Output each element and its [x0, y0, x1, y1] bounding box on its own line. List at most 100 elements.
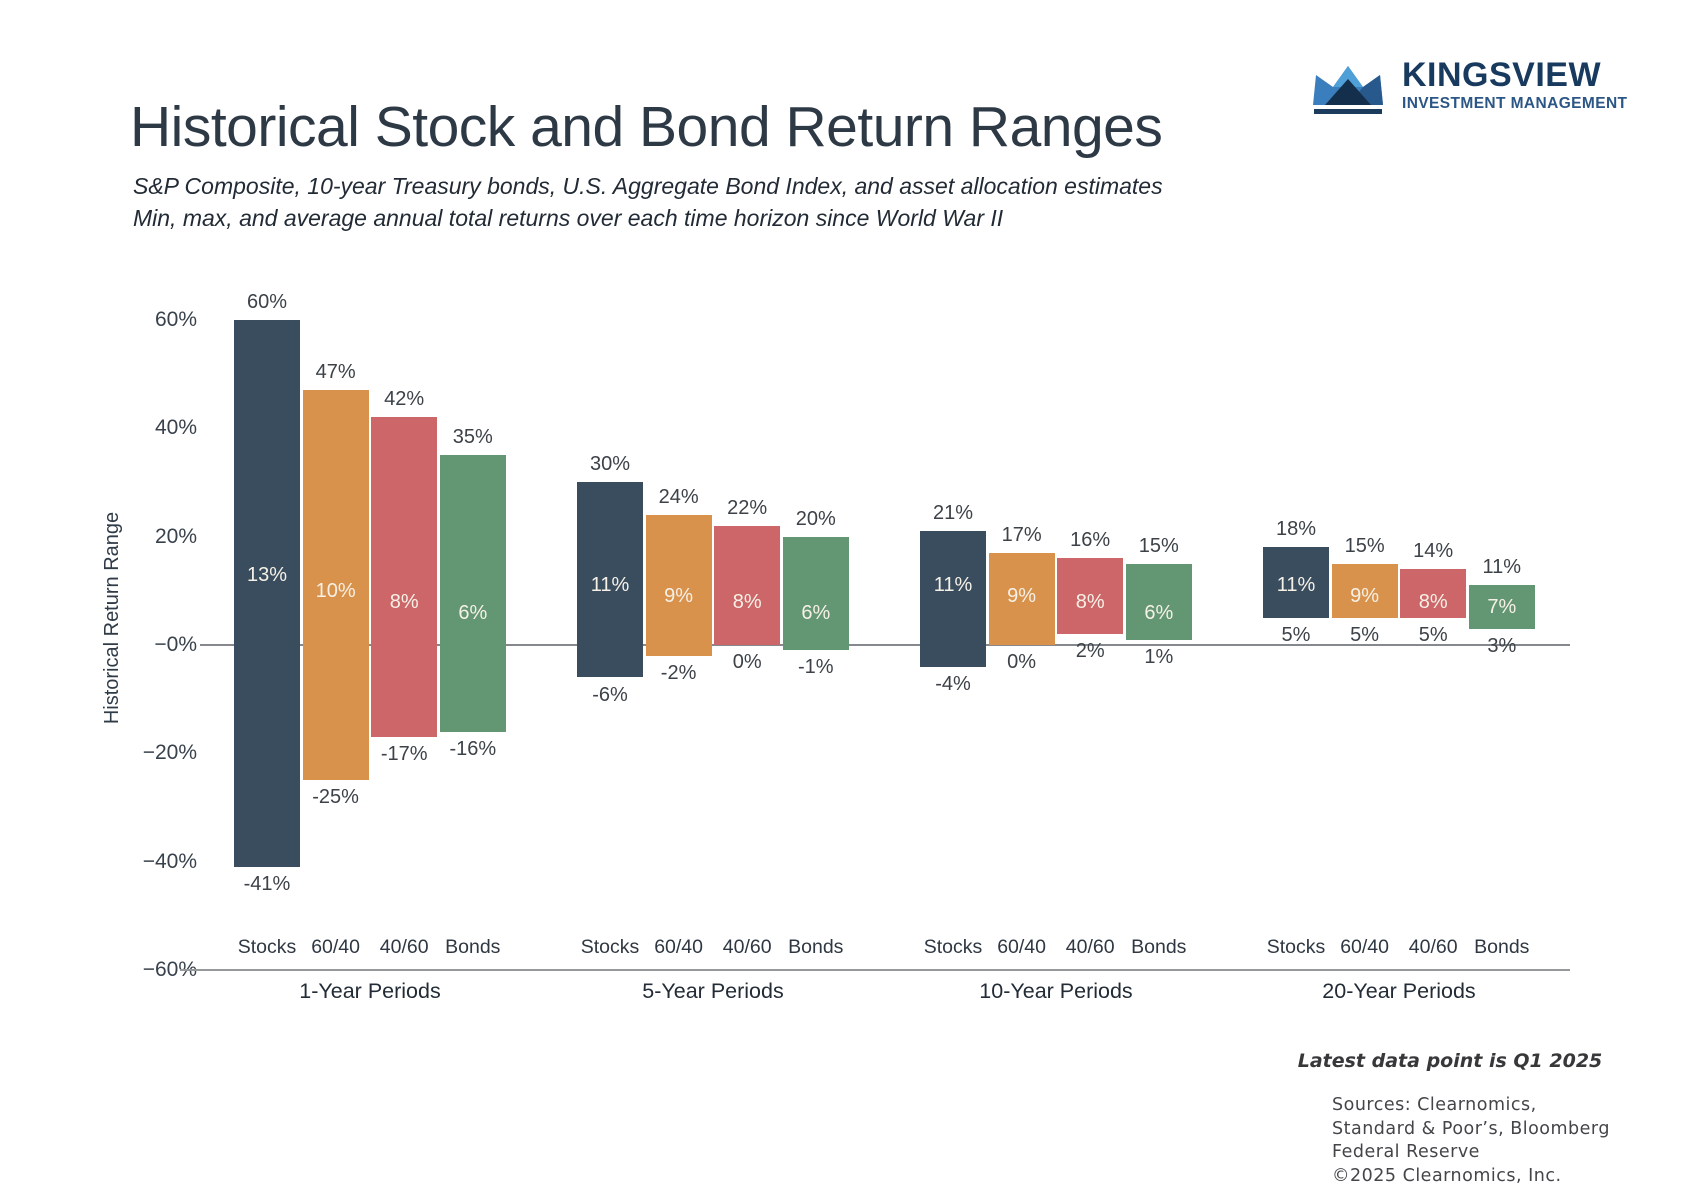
bottom-axis-line: [180, 969, 1570, 971]
bar-avg-label: 8%: [732, 590, 762, 613]
bar-min-label: -4%: [935, 672, 971, 695]
latest-data-note: Latest data point is Q1 2025: [1297, 1050, 1603, 1072]
logo-text: KINGSVIEW INVESTMENT MANAGEMENT: [1402, 58, 1627, 113]
sources-line: Standard & Poor’s, Bloomberg: [1332, 1118, 1610, 1139]
bar-avg-label: 11%: [590, 574, 630, 597]
bar-min-label: -2%: [660, 661, 697, 684]
bar-max-label: 20%: [795, 507, 836, 530]
bar-min-label: 5%: [1418, 623, 1448, 646]
range-bar-40-60: [1057, 558, 1124, 635]
bar-avg-label: 8%: [1075, 590, 1105, 613]
bar-max-label: 15%: [1344, 534, 1385, 557]
sources-line: Sources: Clearnomics,: [1332, 1095, 1537, 1115]
bar-min-label: -16%: [449, 737, 497, 760]
bar-min-label: -17%: [380, 743, 428, 766]
bar-max-label: 30%: [589, 453, 631, 476]
asset-label: 40/60: [1408, 936, 1458, 958]
page-title: Historical Stock and Bond Return Ranges: [130, 95, 1163, 159]
logo-tagline: INVESTMENT MANAGEMENT: [1402, 95, 1628, 112]
asset-label: 40/60: [1065, 936, 1115, 958]
bar-avg-label: 8%: [389, 590, 419, 613]
period-group-label: 20-Year Periods: [1322, 979, 1476, 1003]
bar-min-label: 0%: [732, 651, 762, 673]
range-bar-Bonds: [782, 536, 849, 651]
subtitle-line-1: S&P Composite, 10-year Treasury bonds, U…: [133, 173, 1163, 199]
bar-max-label: 47%: [315, 361, 356, 384]
bar-avg-label: 7%: [1487, 596, 1517, 619]
period-group-label: 10-Year Periods: [979, 979, 1133, 1003]
range-bar-40-60: [714, 525, 781, 645]
bar-max-label: 42%: [384, 388, 425, 411]
bar-avg-label: 9%: [664, 585, 694, 608]
range-bar-Bonds: [1468, 585, 1535, 629]
zero-line: [200, 644, 1570, 646]
subtitle-line-2: Min, max, and average annual total retur…: [133, 205, 1004, 231]
asset-label: Bonds: [1131, 936, 1187, 958]
bar-min-label: -41%: [243, 873, 291, 896]
bar-min-label: 5%: [1350, 623, 1380, 646]
period-group-label: 5-Year Periods: [642, 979, 784, 1003]
period-group-label: 1-Year Periods: [299, 979, 441, 1003]
axis-tick-label: 40%: [154, 416, 197, 440]
bar-min-label: 3%: [1487, 634, 1517, 657]
bar-min-label: -25%: [312, 786, 359, 809]
asset-label: Stocks: [923, 936, 983, 958]
asset-label: 60/40: [1340, 936, 1389, 958]
range-bar-Stocks: [234, 319, 300, 868]
asset-label: Stocks: [237, 936, 297, 958]
range-bar-60-40: [645, 514, 712, 656]
range-bar-Bonds: [439, 455, 506, 732]
asset-label: 60/40: [311, 936, 360, 958]
asset-label: Bonds: [788, 936, 844, 958]
logo-name: KINGSVIEW: [1402, 56, 1602, 94]
range-bar-Stocks: [577, 482, 643, 678]
bar-avg-label: 9%: [1350, 585, 1380, 608]
asset-label: 60/40: [654, 936, 703, 958]
asset-label: 40/60: [722, 936, 772, 958]
bar-max-label: 21%: [932, 502, 974, 525]
sources-block: Sources: Clearnomics, Standard & Poor’s, …: [1332, 1094, 1662, 1188]
axis-tick-label: −0%: [154, 633, 197, 656]
bar-avg-label: 6%: [458, 601, 488, 624]
bar-avg-label: 10%: [315, 579, 356, 602]
axis-tick-label: 20%: [154, 524, 197, 548]
range-bar-Stocks: [920, 531, 986, 667]
chart-subtitle: S&P Composite, 10-year Treasury bonds, U…: [133, 170, 1283, 234]
bar-max-label: 11%: [1482, 556, 1522, 579]
bar-max-label: 16%: [1070, 529, 1111, 552]
y-axis-title: Historical Return Range: [101, 511, 123, 725]
range-bar-Bonds: [1125, 563, 1192, 640]
crown-icon: [1313, 66, 1383, 114]
axis-tick-label: −20%: [142, 741, 197, 765]
bar-avg-label: 11%: [933, 574, 973, 597]
range-bar-Stocks: [1263, 547, 1329, 618]
bar-max-label: 22%: [727, 496, 768, 519]
asset-label: Bonds: [1474, 936, 1530, 958]
sources-line: Federal Reserve: [1332, 1142, 1480, 1162]
bar-max-label: 35%: [452, 426, 493, 449]
bar-min-label: -6%: [592, 683, 628, 706]
asset-label: 60/40: [997, 936, 1046, 958]
range-bar-60-40: [302, 390, 369, 781]
asset-label: 40/60: [379, 936, 429, 958]
bar-min-label: -1%: [798, 656, 834, 679]
bar-avg-label: 6%: [1144, 601, 1174, 624]
asset-label: Stocks: [580, 936, 640, 958]
bar-avg-label: 13%: [246, 563, 288, 586]
sources-line: ©2025 Clearnomics, Inc.: [1332, 1165, 1562, 1186]
bar-max-label: 17%: [1001, 523, 1042, 546]
range-bar-40-60: [371, 417, 438, 738]
bar-avg-label: 6%: [801, 601, 831, 624]
axis-tick-label: −60%: [142, 958, 197, 981]
asset-label: Bonds: [445, 936, 501, 958]
range-bar-40-60: [1400, 569, 1467, 618]
axis-tick-label: −40%: [142, 849, 197, 873]
bar-min-label: 2%: [1075, 640, 1105, 663]
bar-max-label: 24%: [658, 485, 699, 508]
bar-avg-label: 9%: [1007, 585, 1037, 608]
bar-max-label: 18%: [1275, 518, 1317, 541]
bar-max-label: 60%: [246, 290, 288, 313]
asset-label: Stocks: [1266, 936, 1326, 958]
